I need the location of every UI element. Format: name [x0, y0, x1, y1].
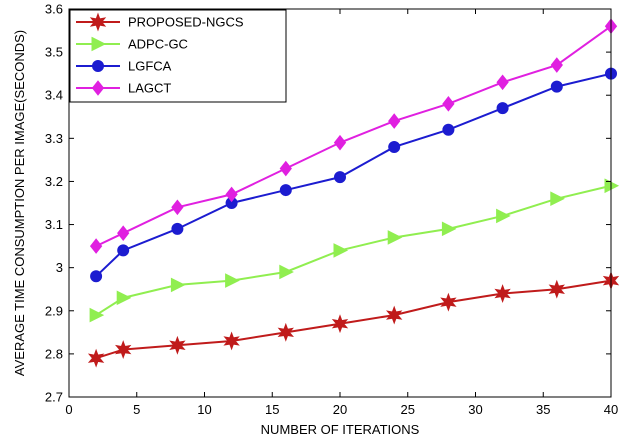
data-point — [388, 113, 401, 129]
data-point — [442, 96, 455, 112]
data-point — [331, 314, 349, 334]
legend-entry: LAGCT — [76, 80, 171, 96]
series-lgfca — [90, 67, 617, 283]
data-point — [225, 273, 240, 288]
series-adpc-gc — [89, 178, 620, 323]
legend-marker — [92, 60, 104, 72]
data-point — [442, 123, 455, 136]
data-point — [89, 307, 105, 323]
data-point — [388, 140, 401, 153]
data-point — [440, 292, 457, 312]
x-tick-label: 10 — [197, 402, 211, 417]
data-point — [496, 208, 511, 224]
data-point — [87, 348, 105, 368]
legend-box — [69, 9, 287, 103]
data-point — [277, 322, 294, 342]
data-point — [90, 270, 103, 283]
legend-entry: PROPOSED-NGCS — [76, 12, 244, 32]
data-point — [115, 340, 132, 360]
legend-label: LGFCA — [128, 59, 172, 74]
data-point — [550, 191, 565, 206]
legend-label: ADPC-GC — [128, 37, 188, 52]
legend-label: LAGCT — [128, 81, 171, 96]
y-tick-label: 3.5 — [45, 45, 63, 60]
data-point — [548, 279, 565, 299]
y-tick-label: 2.9 — [45, 303, 63, 318]
data-point — [117, 225, 130, 241]
data-point — [550, 57, 563, 73]
y-tick-label: 2.8 — [45, 346, 63, 361]
x-tick-label: 20 — [333, 402, 347, 417]
y-tick-label: 3.1 — [45, 217, 63, 232]
x-tick-label: 0 — [65, 402, 72, 417]
x-tick-label: 30 — [468, 402, 482, 417]
legend-marker — [91, 80, 105, 96]
legend-entry: ADPC-GC — [76, 37, 188, 52]
y-tick-label: 2.7 — [45, 390, 63, 405]
data-point — [333, 134, 347, 151]
data-point — [386, 305, 403, 325]
data-point — [441, 221, 457, 237]
data-point — [550, 80, 563, 93]
y-tick-label: 3.4 — [45, 88, 63, 103]
x-tick-label: 25 — [401, 402, 415, 417]
x-tick-label: 40 — [604, 402, 618, 417]
data-point — [496, 102, 509, 115]
x-axis-title: NUMBER OF ITERATIONS — [261, 422, 420, 437]
legend: PROPOSED-NGCS ADPC-GC LGFCA LAGCT — [69, 9, 287, 103]
y-tick-label: 3.3 — [45, 131, 63, 146]
x-tick-label: 5 — [133, 402, 140, 417]
data-point — [334, 171, 346, 184]
x-tick-label: 35 — [536, 402, 550, 417]
legend-label: PROPOSED-NGCS — [128, 15, 244, 30]
x-tick-label: 15 — [265, 402, 279, 417]
data-point — [279, 184, 292, 197]
data-point — [170, 277, 186, 293]
legend-entry: LGFCA — [76, 59, 172, 74]
data-point — [171, 222, 184, 235]
y-axis-title: AVERAGE TIME CONSUMPTION PER IMAGE(SECON… — [12, 30, 27, 376]
legend-marker — [89, 12, 107, 32]
data-point — [89, 238, 103, 254]
data-point — [223, 331, 240, 351]
tick-layer: 0 5 10 15 20 25 30 35 40 2.7 2.8 2.9 3 3.1 3.2 3.3 3.4 3.… — [45, 2, 618, 418]
data-point — [279, 160, 292, 177]
series-lagct — [89, 18, 618, 254]
y-tick-label: 3.2 — [45, 174, 63, 189]
data-point — [171, 199, 184, 216]
y-tick-label: 3 — [56, 260, 63, 275]
data-point — [116, 290, 132, 306]
data-point — [117, 244, 130, 257]
data-point — [333, 243, 349, 258]
data-point — [387, 230, 403, 245]
y-tick-label: 3.6 — [45, 2, 63, 17]
data-point — [494, 284, 511, 303]
data-point — [279, 264, 294, 280]
legend-marker — [91, 36, 107, 52]
data-point — [169, 335, 186, 355]
data-point — [496, 74, 509, 91]
data-point — [225, 186, 238, 203]
